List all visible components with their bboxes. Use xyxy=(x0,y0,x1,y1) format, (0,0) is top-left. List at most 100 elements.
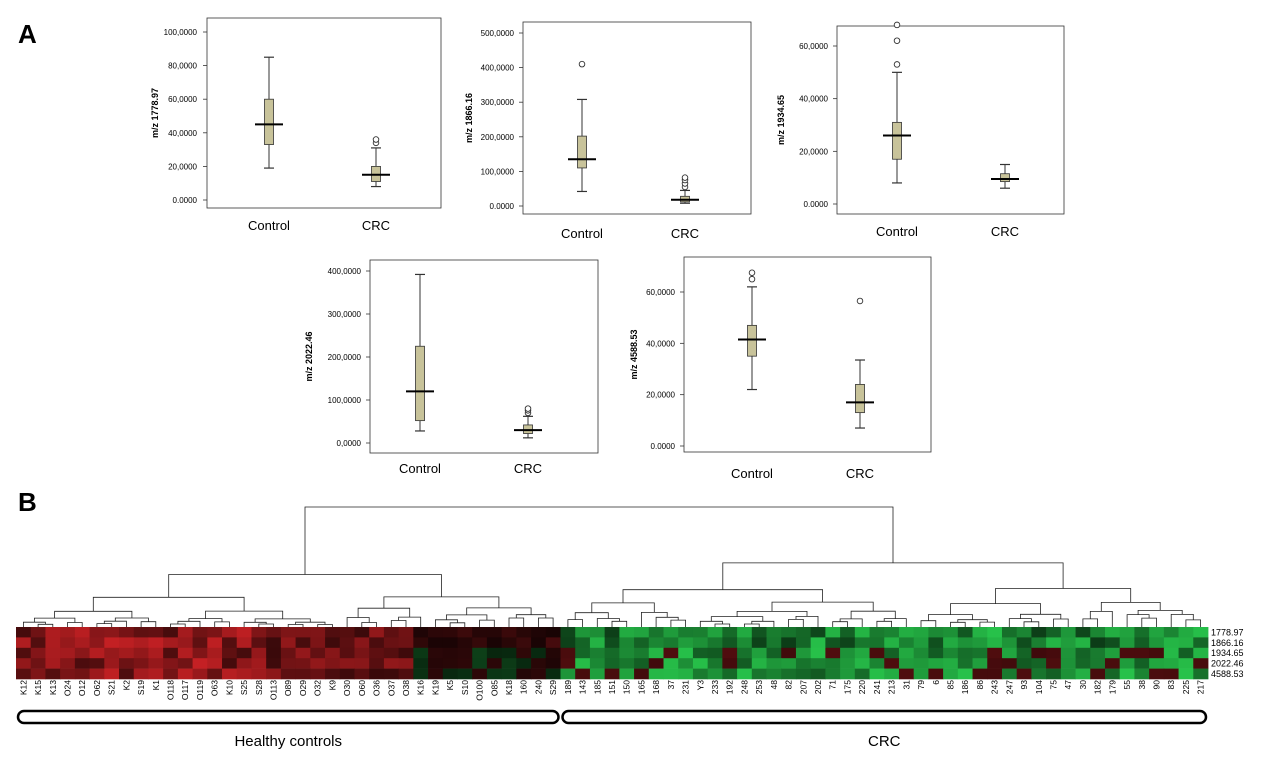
heatmap-cell xyxy=(663,668,679,680)
heatmap-cell xyxy=(45,658,61,669)
y-tick-label: 200,0000 xyxy=(481,133,515,142)
dendrogram-branch xyxy=(398,616,422,627)
heatmap-cell xyxy=(781,658,797,669)
outlier-point xyxy=(681,174,689,181)
heatmap-cell xyxy=(251,668,267,680)
heatmap-cell xyxy=(30,668,46,680)
heatmap-cell xyxy=(428,627,444,638)
group-label: Healthy controls xyxy=(234,733,342,750)
sample-label: 55 xyxy=(1122,680,1132,690)
heatmap-cell xyxy=(486,668,503,680)
heatmap-cell xyxy=(898,668,915,680)
heatmap-cell xyxy=(398,658,414,669)
heatmap-cell xyxy=(810,637,826,649)
heatmap-cell xyxy=(1178,647,1194,659)
heatmap-cell xyxy=(428,647,444,659)
box-crc xyxy=(362,136,390,188)
heatmap-cell xyxy=(604,647,620,659)
heatmap-cell xyxy=(854,647,870,659)
heatmap-cell xyxy=(560,658,576,669)
sample-label: 247 xyxy=(1004,680,1014,694)
heatmap-cell xyxy=(177,668,193,680)
sample-label: 38 xyxy=(1137,680,1147,690)
dendrogram-branch xyxy=(622,589,823,603)
heatmap-cell xyxy=(177,647,193,659)
heatmap-cell xyxy=(1075,627,1091,638)
sample-label: O36 xyxy=(372,680,382,696)
sample-label: 165 xyxy=(636,680,646,694)
heatmap-cell xyxy=(825,647,841,659)
heatmap-cell xyxy=(707,627,723,638)
dendrogram-branch xyxy=(205,610,284,619)
heatmap-cell xyxy=(398,637,414,649)
heatmap-cell xyxy=(825,627,841,638)
sample-label: O118 xyxy=(166,680,176,700)
heatmap-cell xyxy=(943,647,959,659)
heatmap-cell xyxy=(943,668,959,680)
heatmap-cell xyxy=(766,637,782,649)
sample-label: O100 xyxy=(475,680,485,701)
box-crc xyxy=(514,405,542,439)
heatmap-cell xyxy=(104,647,120,659)
dendrogram-branch xyxy=(96,623,113,627)
heatmap-cell xyxy=(898,658,915,669)
dendrogram-branch xyxy=(850,610,896,619)
heatmap-cell xyxy=(1178,637,1194,649)
heatmap-cell xyxy=(1075,647,1091,659)
heatmap-cell xyxy=(987,658,1003,669)
outlier-point xyxy=(856,297,864,305)
heatmap-cell xyxy=(280,658,297,669)
heatmap-cell xyxy=(413,637,429,649)
dendrogram-branch xyxy=(567,619,583,627)
heatmap-cell xyxy=(501,647,517,659)
heatmap-cell xyxy=(236,647,252,659)
sample-label: 168 xyxy=(651,680,661,694)
heatmap-cell xyxy=(531,637,547,649)
heatmap-cell xyxy=(722,658,738,669)
category-label: CRC xyxy=(514,461,542,476)
dendrogram-branch xyxy=(92,596,245,612)
heatmap-cell xyxy=(236,668,252,680)
sample-label: K2 xyxy=(121,680,131,691)
heatmap-cell xyxy=(383,668,400,680)
heatmap-cell xyxy=(236,637,252,649)
plot-frame xyxy=(683,256,932,453)
heatmap-cell xyxy=(472,637,488,649)
heatmap-cell xyxy=(369,647,385,659)
heatmap-cell xyxy=(89,637,105,649)
y-tick-label: 80,0000 xyxy=(168,62,197,71)
heatmap-cell xyxy=(1046,627,1062,638)
heatmap-cell xyxy=(1163,658,1179,669)
heatmap-cell xyxy=(884,647,900,659)
sample-label: O89 xyxy=(283,680,293,696)
heatmap-cell xyxy=(972,658,988,669)
heatmap-cell xyxy=(987,627,1003,638)
heatmap-cell xyxy=(89,647,105,659)
dendrogram-branch xyxy=(788,619,804,627)
dendrogram-branch xyxy=(383,596,500,609)
dendrogram-branch xyxy=(979,621,995,627)
heatmap-cell xyxy=(884,637,900,649)
heatmap-cell xyxy=(1001,627,1018,638)
heatmap-cell xyxy=(1193,647,1209,659)
heatmap-cell xyxy=(987,647,1003,659)
sample-label: 240 xyxy=(533,680,543,694)
heatmap-cell xyxy=(413,647,429,659)
boxplot-5: 0.0000 20,0000 40,0000 60,0000 m/z 4588.53 Co… xyxy=(629,256,932,481)
heatmap-cell xyxy=(30,627,46,638)
heatmap-cell xyxy=(1090,658,1106,669)
sample-label: 71 xyxy=(828,680,838,690)
y-tick-label: 0.0000 xyxy=(651,442,676,451)
group-label: CRC xyxy=(868,733,901,750)
heatmap-cell xyxy=(501,637,517,649)
heatmap-cell xyxy=(692,668,709,680)
heatmap-cell xyxy=(222,637,238,649)
dendrogram-branch xyxy=(446,614,488,621)
heatmap-cell xyxy=(192,637,208,649)
dendrogram-branch xyxy=(254,618,311,623)
outlier-point xyxy=(893,37,901,44)
heatmap-cell xyxy=(266,668,282,680)
heatmap-cell xyxy=(619,658,635,669)
sample-label: 143 xyxy=(578,680,588,694)
